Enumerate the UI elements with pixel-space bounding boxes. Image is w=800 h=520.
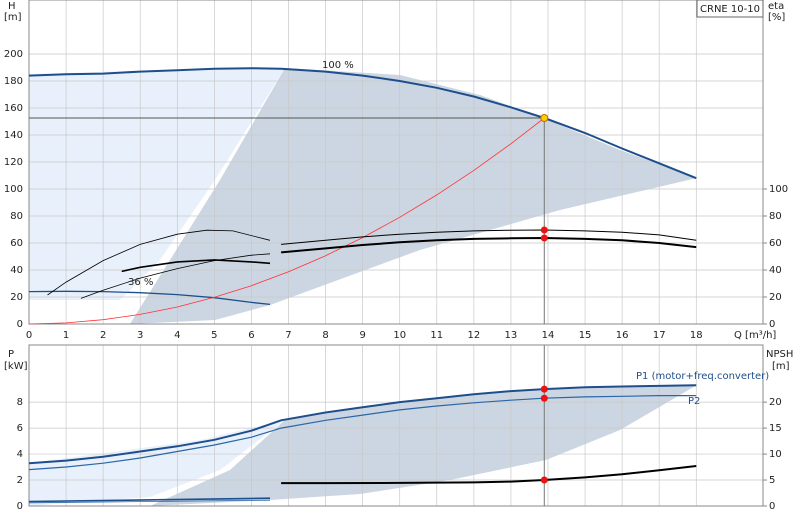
x-tick-label: 18 [690, 330, 703, 341]
y-tick-label: 4 [17, 449, 23, 460]
duty-marker [540, 113, 549, 122]
y2-tick-label: 0 [769, 319, 775, 330]
y2-tick-label: 15 [769, 423, 782, 434]
plot-frame [28, 0, 764, 325]
area-gray [130, 68, 697, 324]
y-tick-label: 80 [10, 211, 23, 222]
curve [281, 229, 697, 245]
x-tick-label: 8 [322, 330, 328, 341]
y2-tick-label: 20 [769, 397, 782, 408]
y2-tick-label: 20 [769, 292, 782, 303]
curve [28, 290, 271, 306]
x-tick-label: 1 [63, 330, 69, 341]
y-tick-label: 6 [17, 423, 23, 434]
curve [28, 395, 697, 471]
x-tick-label: 5 [211, 330, 217, 341]
curve [281, 236, 697, 254]
y-tick-label: 120 [4, 157, 23, 168]
y-tick-label: 40 [10, 265, 23, 276]
x-tick-label: 16 [616, 330, 629, 341]
curve [28, 384, 697, 465]
y2-tick-label: 10 [769, 449, 782, 460]
curve [28, 117, 545, 325]
y2-tick-label: 0 [769, 501, 775, 512]
x-tick-label: 11 [430, 330, 443, 341]
y-tick-label: 0 [17, 319, 23, 330]
x-tick-label: 13 [505, 330, 518, 341]
curve [28, 497, 271, 503]
y2-axis-unit: [m] [772, 361, 790, 372]
curve [281, 465, 697, 485]
y2-tick-label: 60 [769, 238, 782, 249]
x-tick-label: 12 [467, 330, 480, 341]
x-tick-label: 0 [26, 330, 32, 341]
y-tick-label: 200 [4, 49, 23, 60]
y-tick-label: 2 [17, 475, 23, 486]
curve [80, 253, 271, 299]
x-tick-label: 4 [174, 330, 180, 341]
y2-tick-label: 100 [769, 184, 788, 195]
y2-axis-unit: [%] [768, 12, 785, 23]
x-tick-label: 15 [579, 330, 592, 341]
y2-tick-label: 5 [769, 475, 775, 486]
y-axis-unit: [m] [4, 12, 22, 23]
model-label: CRNE 10-10 [700, 4, 760, 15]
y2-tick-label: 40 [769, 265, 782, 276]
x-tick-label: 6 [248, 330, 254, 341]
area-light [29, 68, 285, 300]
y-tick-label: 180 [4, 76, 23, 87]
model-box [696, 0, 764, 18]
y2-axis-label: eta [768, 1, 784, 12]
curve [121, 259, 271, 273]
y-tick-label: 100 [4, 184, 23, 195]
x-tick-label: 7 [285, 330, 291, 341]
x-tick-label: 9 [359, 330, 365, 341]
curve [28, 499, 271, 504]
y-tick-label: 8 [17, 397, 23, 408]
y-axis-label: P [8, 349, 14, 360]
area-gray-2 [150, 385, 697, 506]
y-tick-label: 140 [4, 130, 23, 141]
curve [28, 67, 697, 180]
duty-marker [540, 226, 548, 234]
curve-label: 100 % [322, 60, 354, 71]
curve [47, 229, 271, 296]
duty-marker [540, 476, 548, 484]
duty-marker [540, 385, 548, 393]
x-tick-label: 2 [100, 330, 106, 341]
y-tick-label: 160 [4, 103, 23, 114]
x-tick-label: 3 [137, 330, 143, 341]
area-light-2 [29, 420, 285, 506]
y-tick-label: 0 [17, 501, 23, 512]
plot-frame [28, 344, 764, 507]
duty-marker [540, 394, 548, 402]
x-axis-label: Q [m³/h] [734, 330, 776, 341]
y-axis-unit: [kW] [4, 361, 28, 372]
y-axis-label: H [8, 1, 16, 12]
y2-axis-label: NPSH [766, 349, 793, 360]
x-tick-label: 14 [542, 330, 555, 341]
curve-label: 36 % [128, 277, 153, 288]
y-tick-label: 20 [10, 292, 23, 303]
curve-label: P2 [688, 396, 700, 407]
y-tick-label: 60 [10, 238, 23, 249]
curve-label: P1 (motor+freq.converter) [636, 371, 769, 382]
duty-marker [540, 234, 548, 242]
x-tick-label: 17 [653, 330, 666, 341]
x-tick-label: 10 [393, 330, 406, 341]
y2-tick-label: 80 [769, 211, 782, 222]
